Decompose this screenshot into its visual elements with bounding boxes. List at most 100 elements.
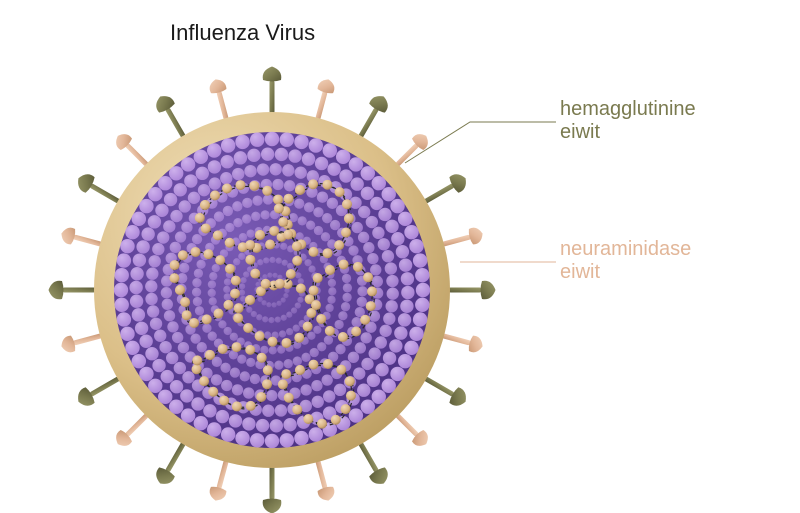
nucleoprotein-bead (345, 376, 355, 386)
nucleoprotein-bead (234, 303, 244, 313)
nucleoprotein-bead (201, 223, 211, 233)
diagram-stage: Influenza Virus hemagglutinineeiwit neuram… (0, 0, 800, 513)
component-label: hemagglutinineeiwit (560, 98, 696, 143)
nucleoprotein-bead (303, 322, 313, 332)
nucleoprotein-bead (316, 314, 326, 324)
nucleoprotein-bead (210, 190, 220, 200)
nucleoprotein-bead (325, 265, 335, 275)
nucleoprotein-bead (286, 269, 296, 279)
nucleoprotein-bead (225, 238, 235, 248)
nucleoprotein-bead (213, 230, 223, 240)
nucleoprotein-bead (219, 396, 229, 406)
nucleoprotein-bead (262, 379, 272, 389)
nucleoprotein-bead (257, 353, 267, 363)
nucleoprotein-bead (335, 187, 345, 197)
neuraminidase-spike (310, 458, 337, 503)
nucleoprotein-bead (296, 284, 306, 294)
neuraminidase-spike (208, 77, 235, 122)
nucleoprotein-bead (322, 180, 332, 190)
nucleoprotein-bead (202, 314, 212, 324)
nucleoprotein-bead (292, 256, 302, 266)
nucleoprotein-bead (180, 297, 190, 307)
nucleoprotein-bead (278, 379, 288, 389)
nucleoprotein-bead (200, 200, 210, 210)
nucleoprotein-bead (273, 195, 283, 205)
nucleoprotein-bead (205, 350, 215, 360)
nucleoprotein-bead (308, 247, 318, 257)
virus (49, 67, 496, 513)
nucleoprotein-bead (233, 313, 243, 323)
nucleoprotein-bead (263, 365, 273, 375)
nucleoprotein-bead (214, 309, 224, 319)
nucleoprotein-bead (208, 387, 218, 397)
nucleoprotein-bead (295, 365, 305, 375)
nucleoprotein-bead (366, 301, 376, 311)
nucleoprotein-bead (230, 289, 240, 299)
nucleoprotein-bead (215, 255, 225, 265)
nucleoprotein-bead (295, 185, 305, 195)
nucleoprotein-bead (245, 240, 255, 250)
diagram-svg: Influenza Virus hemagglutinineeiwit neuram… (0, 0, 800, 513)
nucleoprotein-bead (175, 285, 185, 295)
nucleoprotein-bead (311, 300, 321, 310)
nucleoprotein-bead (341, 404, 351, 414)
nucleoprotein-bead (178, 250, 188, 260)
nucleoprotein-bead (294, 333, 304, 343)
nucleoprotein-bead (170, 260, 180, 270)
nucleoprotein-bead (245, 345, 255, 355)
nucleoprotein-bead (250, 269, 260, 279)
nucleoprotein-bead (339, 259, 349, 269)
nucleoprotein-bead (344, 213, 354, 223)
nucleoprotein-bead (342, 199, 352, 209)
nucleoprotein-bead (353, 262, 363, 272)
nucleoprotein-bead (274, 204, 284, 214)
nucleoprotein-bead (218, 344, 228, 354)
nucleoprotein-bead (232, 401, 242, 411)
nucleoprotein-bead (303, 414, 313, 424)
nucleoprotein-bead (245, 295, 255, 305)
nucleoprotein-bead (255, 331, 265, 341)
nucleoprotein-bead (367, 286, 377, 296)
nucleoprotein-bead (308, 179, 318, 189)
neuraminidase-spike (310, 77, 337, 122)
nucleoprotein-bead (203, 249, 213, 259)
nucleoprotein-bead (281, 338, 291, 348)
nucleoprotein-bead (255, 230, 265, 240)
nucleoprotein-bead (360, 315, 370, 325)
nucleoprotein-bead (262, 186, 272, 196)
nucleoprotein-bead (192, 355, 202, 365)
neuraminidase-spike (59, 226, 104, 253)
nucleoprotein-bead (331, 415, 341, 425)
nucleoprotein-bead (336, 365, 346, 375)
nucleoprotein-bead (284, 393, 294, 403)
nucleoprotein-bead (232, 342, 242, 352)
nucleoprotein-bead (325, 326, 335, 336)
nucleoprotein-bead (195, 213, 205, 223)
hemagglutinin-spike (448, 281, 496, 300)
nucleoprotein-bead (292, 405, 302, 415)
nucleoprotein-bead (268, 337, 278, 347)
nucleoprotein-bead (256, 392, 266, 402)
nucleoprotein-bead (323, 359, 333, 369)
component-label: neuraminidaseeiwit (560, 238, 691, 283)
nucleoprotein-bead (284, 194, 294, 204)
nucleoprotein-bead (278, 217, 288, 227)
diagram-title: Influenza Virus (170, 20, 315, 45)
neuraminidase-spike (59, 328, 104, 355)
nucleoprotein-bead (338, 332, 348, 342)
neuraminidase-spike (440, 328, 485, 355)
nucleoprotein-bead (222, 183, 232, 193)
hemagglutinin-spike (263, 67, 282, 115)
nucleoprotein-bead (225, 264, 235, 274)
nucleoprotein-bead (249, 181, 259, 191)
nucleoprotein-bead (292, 241, 302, 251)
nucleoprotein-bead (269, 226, 279, 236)
nucleoprotein-bead (317, 419, 327, 429)
nucleoprotein-bead (341, 228, 351, 238)
nucleoprotein-bead (191, 247, 201, 257)
nucleoprotein-bead (243, 323, 253, 333)
nucleoprotein-bead (245, 255, 255, 265)
neuraminidase-spike (440, 226, 485, 253)
nucleoprotein-bead (189, 318, 199, 328)
nucleoprotein-bead (346, 391, 356, 401)
